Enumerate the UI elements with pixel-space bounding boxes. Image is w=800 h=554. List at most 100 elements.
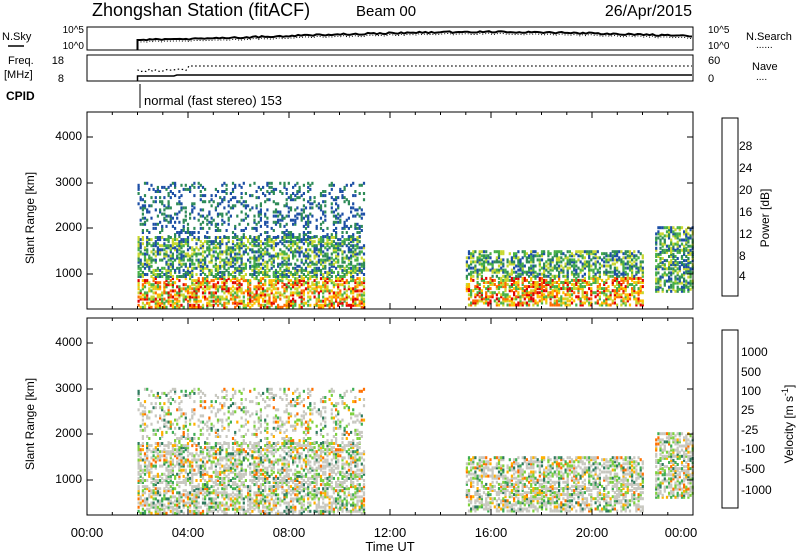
power-cell: [683, 263, 686, 267]
power-cell: [270, 256, 273, 260]
velocity-cell: [165, 452, 168, 456]
power-cell: [657, 230, 660, 234]
power-cell: [326, 258, 329, 262]
power-cell: [536, 293, 539, 297]
velocity-cell: [180, 456, 183, 460]
power-cell: [189, 305, 192, 309]
power-cell: [560, 256, 563, 260]
velocity-cell: [156, 501, 159, 505]
velocity-cell: [146, 466, 149, 470]
power-cell: [521, 276, 524, 280]
power-cell: [285, 236, 288, 239]
power-cell: [356, 231, 359, 234]
power-cell: [201, 220, 205, 224]
velocity-cell: [161, 481, 164, 484]
power-cell: [154, 190, 157, 193]
velocity-cell: [167, 489, 170, 493]
power-cell: [287, 196, 290, 200]
power-cell: [307, 190, 310, 193]
power-cell: [163, 248, 166, 252]
power-cell: [685, 265, 688, 269]
power-cell: [309, 289, 312, 293]
power-cell: [626, 285, 629, 289]
power-cell: [328, 279, 331, 283]
power-cell: [161, 299, 164, 303]
velocity-cell: [197, 454, 200, 458]
power-cell: [594, 281, 597, 284]
velocity-cell: [195, 472, 198, 476]
power-cell: [201, 279, 205, 283]
power-cell: [262, 303, 265, 307]
power-cell: [568, 303, 571, 307]
power-cell: [358, 235, 361, 239]
power-cell: [171, 266, 174, 270]
power-cell: [274, 275, 278, 278]
power-cell: [257, 210, 260, 214]
power-cell: [528, 254, 531, 258]
power-cell: [154, 254, 157, 258]
power-cell: [186, 231, 190, 234]
power-cell: [635, 266, 638, 270]
power-cell: [356, 281, 359, 285]
power-cell: [661, 267, 664, 271]
power-cell: [350, 268, 353, 272]
power-cell: [148, 283, 151, 287]
power-cell: [309, 258, 312, 262]
power-cell: [585, 283, 589, 286]
power-cell: [221, 285, 224, 289]
power-cell: [178, 190, 181, 193]
power-cell: [197, 248, 200, 252]
power-cell: [631, 254, 634, 258]
power-cell: [214, 208, 217, 212]
power-cell: [350, 250, 353, 254]
power-cell: [216, 256, 220, 260]
power-cell: [549, 303, 552, 307]
power-cell: [272, 187, 275, 191]
power-cell: [148, 268, 151, 272]
power-cell: [622, 278, 625, 282]
power-cell: [167, 264, 170, 268]
power-cell: [231, 297, 235, 301]
power-cell: [270, 254, 273, 258]
power-cell: [622, 270, 625, 274]
power-cell: [249, 242, 252, 246]
power-cell: [143, 258, 147, 262]
power-cell: [150, 295, 153, 299]
power-cell: [635, 303, 638, 307]
power-cell: [521, 295, 524, 299]
power-cell: [352, 295, 355, 299]
velocity-cell: [141, 479, 144, 482]
power-cell: [530, 256, 533, 260]
power-cell: [659, 283, 662, 287]
power-cell: [663, 238, 666, 242]
power-cell: [238, 305, 241, 309]
power-cell: [223, 258, 226, 262]
power-cell: [558, 266, 561, 270]
power-cell: [283, 268, 286, 272]
power-cell: [500, 276, 503, 280]
velocity-cell: [163, 479, 166, 482]
power-cell: [502, 258, 505, 262]
power-cell: [356, 273, 359, 276]
power-cell: [577, 250, 580, 254]
power-cell: [362, 262, 366, 266]
power-cell: [676, 257, 679, 260]
power-cell: [253, 250, 256, 254]
power-cell: [588, 270, 591, 274]
velocity-cell: [182, 505, 185, 509]
power-cell: [655, 265, 658, 269]
power-cell: [497, 256, 501, 260]
power-cell: [555, 254, 559, 258]
power-cell: [234, 281, 237, 285]
power-cell: [577, 266, 580, 270]
power-cell: [193, 226, 196, 230]
power-cell: [620, 299, 623, 303]
power-cell: [521, 266, 524, 270]
power-cell: [204, 240, 207, 244]
power-cell: [156, 214, 159, 218]
power-cell: [292, 244, 295, 248]
power-cell: [659, 252, 662, 256]
power-cell: [360, 283, 363, 287]
velocity-cell: [150, 466, 153, 470]
power-cell: [315, 301, 318, 305]
